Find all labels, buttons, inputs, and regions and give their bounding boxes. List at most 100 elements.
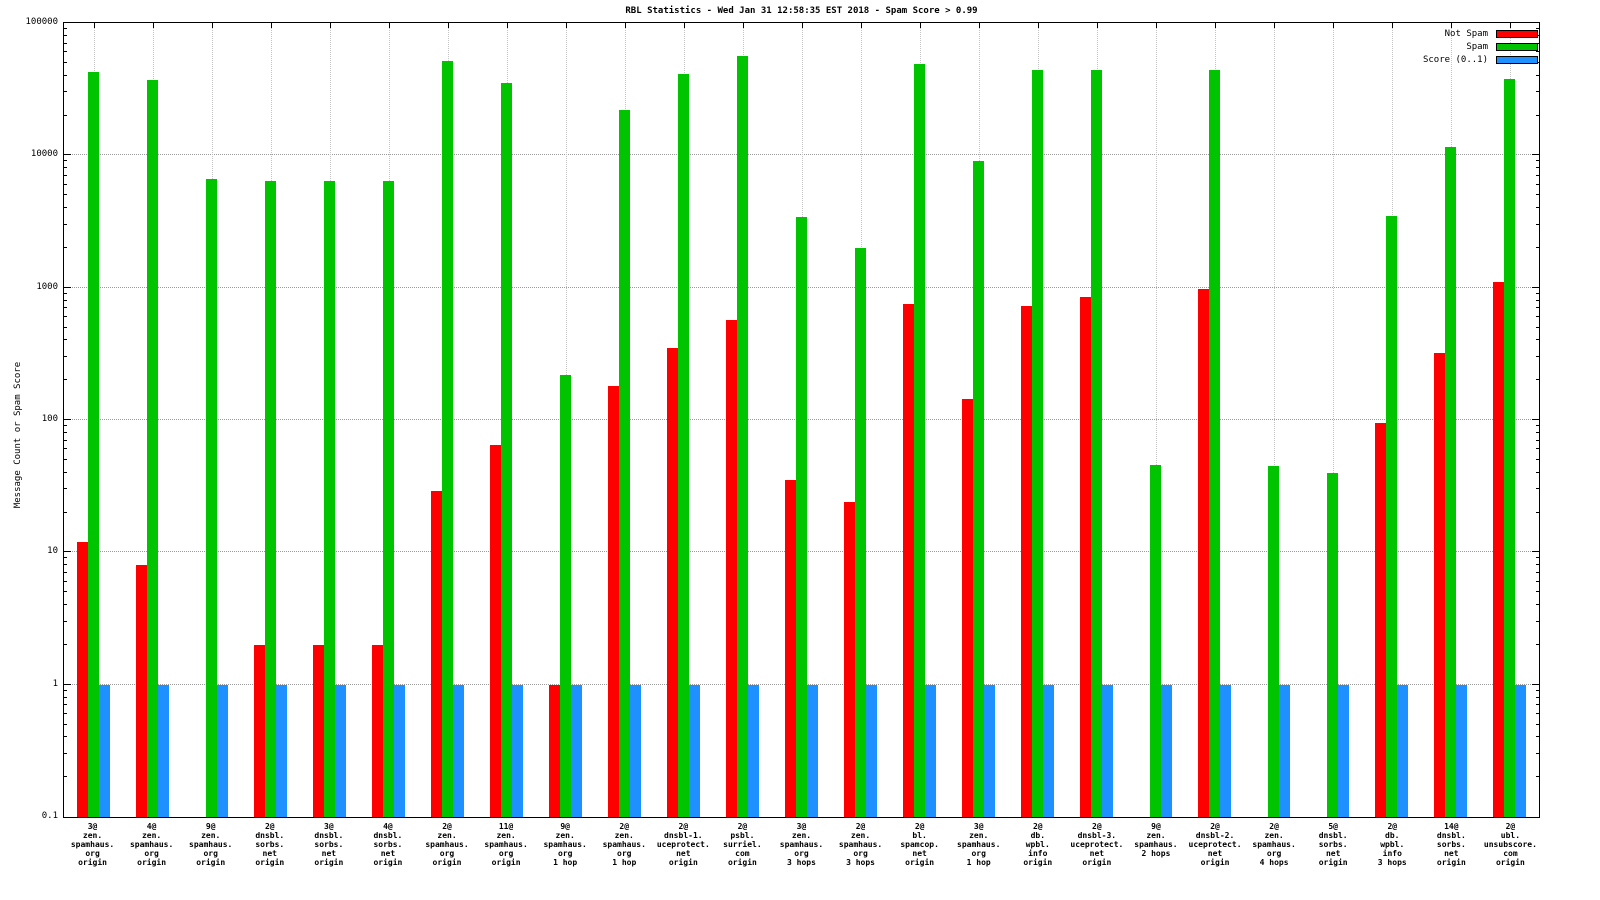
x-tick-label-line: spamhaus. [129, 840, 174, 849]
legend-swatch-not-spam [1496, 29, 1538, 38]
x-tick-label: 2@ psbl. surriel. com origin [713, 822, 772, 867]
x-tick-label-line: 2@ [1032, 822, 1043, 831]
bar-spam [1504, 78, 1515, 817]
bar-spam [1386, 215, 1397, 817]
tick-mark [329, 23, 331, 28]
tick-mark-minor [1536, 307, 1539, 309]
tick-mark [624, 23, 626, 28]
x-tick-label-line: spamhaus. [425, 840, 469, 849]
x-tick-label-line: info [1028, 849, 1048, 858]
tick-mark [64, 286, 71, 288]
y-tick-label: 100 [41, 414, 58, 424]
x-tick-label-line: uceprotect. [1070, 840, 1124, 849]
x-tick-label-line: sorbs. [314, 840, 344, 849]
tick-mark-minor [64, 752, 67, 754]
tick-mark [270, 23, 272, 28]
x-tick-label-line: zen. [1146, 831, 1166, 840]
tick-mark-minor [1536, 604, 1539, 605]
bar-spam [678, 74, 689, 817]
tick-mark-minor [64, 689, 67, 691]
x-tick-label: 2@ dnsbl-3. uceprotect. net origin [1067, 822, 1126, 867]
x-tick-label-line: wpbl. [1380, 840, 1405, 849]
bar-score-0-1 [1515, 684, 1526, 817]
bar-not-spam [785, 480, 796, 817]
tick-mark [860, 23, 862, 28]
bar-spam [560, 374, 571, 817]
legend-row: Spam [1423, 40, 1538, 53]
tick-mark-minor [64, 511, 67, 513]
x-tick-label-line: origin [491, 858, 521, 867]
x-tick-label-line: net [321, 849, 337, 858]
tick-mark [1391, 23, 1393, 28]
x-tick-label-line: origin [137, 858, 167, 867]
x-tick-label-line: zen. [82, 831, 103, 840]
tick-mark-minor [1536, 28, 1539, 30]
tick-mark-minor [1536, 736, 1539, 738]
tick-mark-minor [64, 316, 67, 318]
tick-mark-minor [64, 183, 67, 185]
x-tick-label-line: 1 hop [966, 858, 991, 867]
bar-not-spam [726, 319, 737, 817]
x-tick-label-line: spamhaus. [838, 840, 883, 849]
x-tick-label-line: zen. [614, 831, 634, 840]
x-tick-label-line: net [262, 849, 277, 858]
tick-mark [1096, 23, 1098, 28]
x-tick-label-line: spamhaus. [189, 840, 233, 849]
x-tick-label-line: zen. [850, 831, 871, 840]
bar-spam [1327, 472, 1338, 817]
x-tick-label-line: dnsbl. [314, 831, 344, 840]
tick-mark-minor [64, 471, 67, 473]
tick-mark [919, 23, 921, 28]
x-tick-label-line: 2@ [1210, 822, 1220, 831]
x-tick-label-line: zen. [791, 831, 812, 840]
tick-mark [64, 551, 71, 553]
gridline-vertical [1273, 23, 1275, 817]
tick-mark-minor [1536, 557, 1539, 559]
tick-mark [1273, 23, 1275, 28]
bar-spam [1091, 70, 1102, 817]
tick-mark-minor [1536, 316, 1539, 318]
bar-score-0-1 [866, 684, 877, 817]
bar-spam [383, 180, 394, 817]
tick-mark-minor [1536, 194, 1539, 196]
tick-mark-minor [1536, 114, 1539, 116]
tick-mark-minor [64, 458, 67, 460]
tick-mark [1509, 23, 1511, 28]
tick-mark-minor [1536, 292, 1539, 294]
tick-mark-minor [64, 723, 67, 725]
tick-mark [152, 23, 154, 28]
tick-mark-minor [1536, 448, 1539, 450]
x-tick-label-line: 2 hops [1141, 849, 1171, 858]
x-tick-label-line: ubl. [1500, 831, 1521, 840]
y-tick-label: 0.1 [41, 811, 58, 821]
x-tick-label-line: 3@ [87, 822, 98, 831]
gridline-vertical [1332, 23, 1334, 817]
x-tick-label-line: 2@ [442, 822, 452, 831]
x-tick-label: 11@ zen. spamhaus. org origin [477, 822, 536, 867]
tick-mark [801, 23, 803, 28]
bar-score-0-1 [99, 684, 110, 817]
tick-mark [211, 23, 213, 28]
x-tick-label-line: origin [1495, 858, 1525, 867]
bar-score-0-1 [571, 684, 582, 817]
tick-mark-minor [1536, 246, 1539, 248]
x-tick-label: 2@ db. wpbl. info origin [1008, 822, 1067, 867]
x-tick-label-line: origin [1023, 858, 1053, 867]
tick-mark-minor [64, 339, 67, 341]
bar-spam [855, 247, 866, 817]
tick-mark-minor [64, 74, 67, 76]
legend-swatch-spam [1496, 42, 1538, 51]
x-tick-label-line: origin [727, 858, 757, 867]
legend-label: Score (0..1) [1422, 54, 1488, 65]
x-tick-label-line: zen. [969, 831, 989, 840]
x-tick-label-line: bl. [912, 831, 927, 840]
x-tick-label-line: origin [668, 858, 698, 867]
x-tick-label-line: dnsbl. [255, 831, 285, 840]
x-tick-label: 4@ zen. spamhaus. org origin [122, 822, 181, 867]
tick-mark-minor [1536, 207, 1539, 208]
x-tick-label-line: 2@ [914, 822, 925, 831]
bar-spam [1150, 464, 1161, 817]
bar-score-0-1 [512, 684, 523, 817]
bar-not-spam [431, 491, 442, 817]
bar-score-0-1 [453, 684, 464, 817]
